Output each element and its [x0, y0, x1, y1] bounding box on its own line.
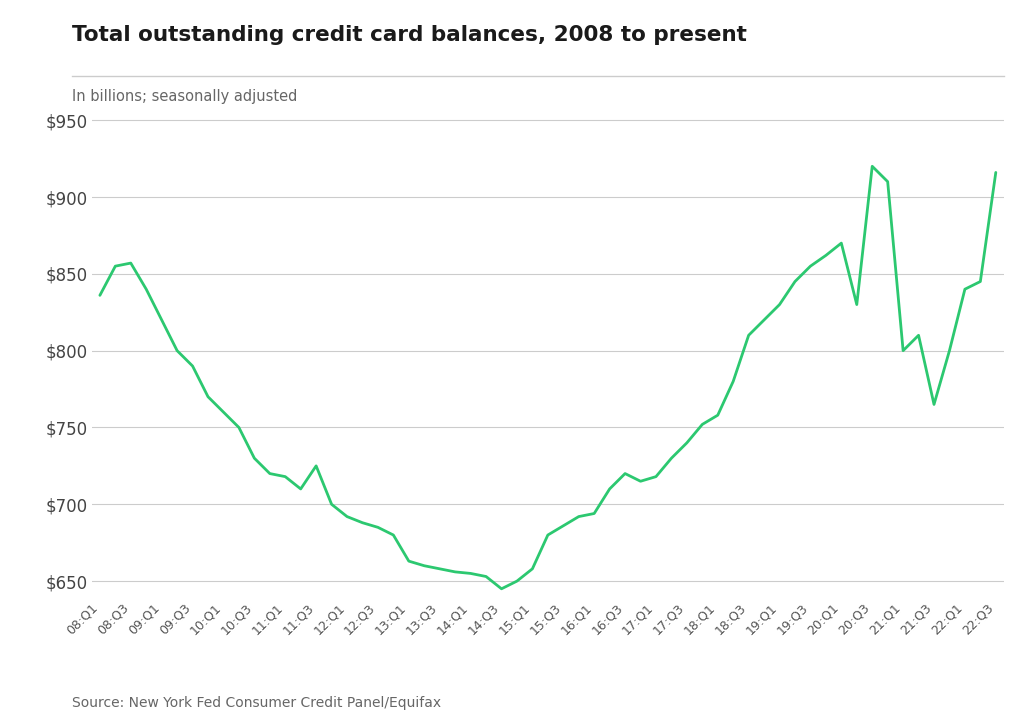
Text: Total outstanding credit card balances, 2008 to present: Total outstanding credit card balances, … [72, 25, 746, 46]
Text: Source: New York Fed Consumer Credit Panel/Equifax: Source: New York Fed Consumer Credit Pan… [72, 696, 440, 710]
Text: In billions; seasonally adjusted: In billions; seasonally adjusted [72, 89, 297, 104]
